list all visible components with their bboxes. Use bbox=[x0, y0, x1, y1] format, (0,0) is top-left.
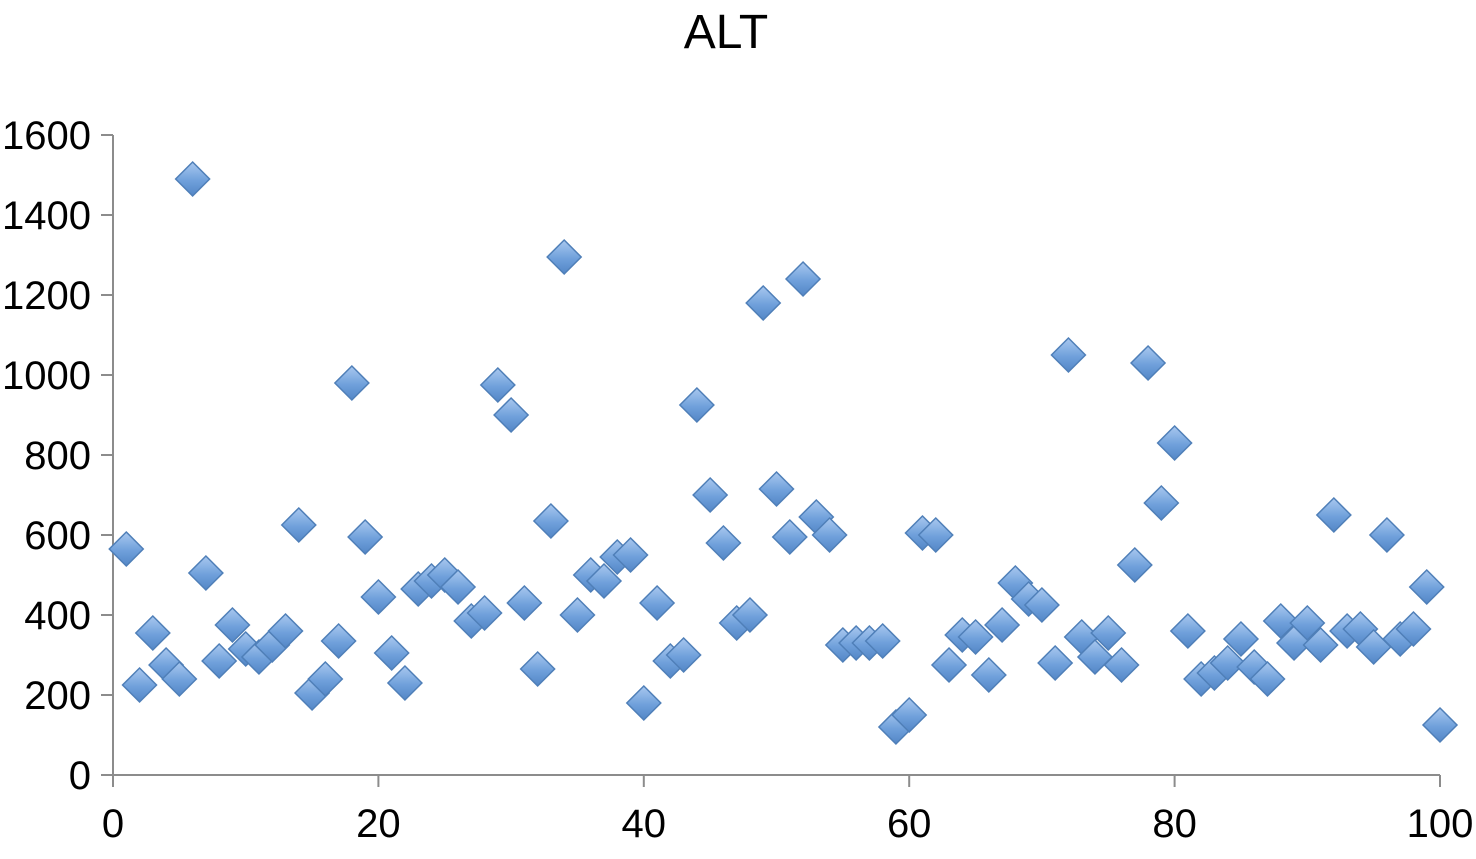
y-tick-label: 1400 bbox=[2, 194, 91, 238]
data-point bbox=[373, 634, 410, 672]
data-point bbox=[678, 386, 715, 424]
data-point bbox=[360, 578, 397, 616]
data-point bbox=[174, 160, 211, 198]
data-point bbox=[1368, 516, 1405, 554]
data-point bbox=[466, 594, 503, 632]
data-point bbox=[1103, 646, 1140, 684]
x-tick-label: 80 bbox=[1152, 802, 1197, 846]
data-point bbox=[121, 666, 158, 704]
data-point bbox=[984, 606, 1021, 644]
data-point bbox=[1262, 602, 1299, 640]
data-point bbox=[970, 656, 1007, 694]
data-point bbox=[811, 516, 848, 554]
data-point bbox=[161, 660, 198, 698]
y-tick-label: 200 bbox=[24, 674, 91, 718]
data-point bbox=[1169, 612, 1206, 650]
data-point bbox=[731, 596, 769, 634]
data-point bbox=[214, 606, 251, 644]
data-point bbox=[665, 636, 702, 674]
y-tick-label: 1000 bbox=[2, 354, 91, 398]
data-point bbox=[1421, 706, 1459, 744]
data-point bbox=[1143, 484, 1180, 522]
y-tick-label: 1200 bbox=[2, 274, 91, 318]
data-point bbox=[347, 518, 384, 556]
data-point bbox=[439, 568, 477, 606]
x-tick-label: 40 bbox=[622, 802, 667, 846]
x-tick-label: 100 bbox=[1407, 802, 1474, 846]
data-point bbox=[784, 260, 822, 298]
data-point bbox=[1129, 344, 1167, 382]
data-point bbox=[745, 284, 782, 322]
data-point bbox=[1408, 568, 1445, 606]
data-point bbox=[267, 612, 304, 650]
data-point bbox=[493, 396, 530, 434]
data-point bbox=[201, 642, 238, 680]
y-tick-label: 600 bbox=[24, 514, 91, 558]
data-point bbox=[108, 530, 145, 568]
data-point bbox=[1289, 604, 1326, 642]
data-point bbox=[333, 364, 370, 402]
data-point bbox=[320, 622, 357, 660]
y-tick-label: 1600 bbox=[2, 114, 91, 158]
data-point bbox=[585, 562, 623, 600]
data-point bbox=[1050, 336, 1087, 374]
y-tick-label: 400 bbox=[24, 594, 91, 638]
axes: 0 200 400 600 800 1000 1200 1400 1600 0 20 40 60 80 10… bbox=[2, 114, 1473, 846]
data-point bbox=[506, 584, 543, 622]
data-point bbox=[1156, 424, 1193, 462]
data-point bbox=[957, 618, 994, 656]
data-point bbox=[1222, 620, 1260, 658]
x-tick-label: 20 bbox=[356, 802, 401, 846]
y-tick-label: 0 bbox=[69, 754, 91, 798]
data-point bbox=[1209, 644, 1246, 682]
data-point bbox=[479, 366, 516, 404]
data-point bbox=[280, 506, 317, 544]
data-point bbox=[758, 470, 795, 508]
data-point bbox=[612, 536, 649, 574]
data-point bbox=[705, 524, 742, 562]
data-point bbox=[1023, 586, 1060, 624]
data-point bbox=[307, 660, 344, 698]
data-point bbox=[1249, 660, 1286, 698]
data-point bbox=[532, 502, 569, 540]
data-point bbox=[864, 622, 901, 660]
data-point bbox=[1116, 546, 1153, 584]
x-tick-label: 0 bbox=[102, 802, 124, 846]
data-point bbox=[546, 238, 583, 276]
x-tick-label: 60 bbox=[887, 802, 932, 846]
data-point bbox=[1302, 626, 1339, 664]
data-point bbox=[625, 684, 662, 722]
data-point bbox=[519, 650, 556, 688]
data-point bbox=[639, 584, 676, 622]
data-point bbox=[386, 664, 424, 702]
data-point bbox=[917, 516, 954, 554]
data-point bbox=[187, 554, 224, 592]
data-point bbox=[1090, 614, 1127, 652]
data-point bbox=[1076, 638, 1114, 676]
data-point bbox=[559, 596, 596, 634]
data-point bbox=[891, 696, 928, 734]
data-point bbox=[134, 614, 171, 652]
chart-title: ALT bbox=[684, 6, 768, 59]
data-point bbox=[771, 518, 808, 556]
data-point bbox=[930, 646, 968, 684]
data-point bbox=[1395, 610, 1432, 648]
data-point bbox=[692, 476, 729, 514]
data-point bbox=[1037, 644, 1074, 682]
y-tick-label: 800 bbox=[24, 434, 91, 478]
data-point bbox=[1315, 496, 1352, 534]
data-points bbox=[108, 160, 1459, 746]
